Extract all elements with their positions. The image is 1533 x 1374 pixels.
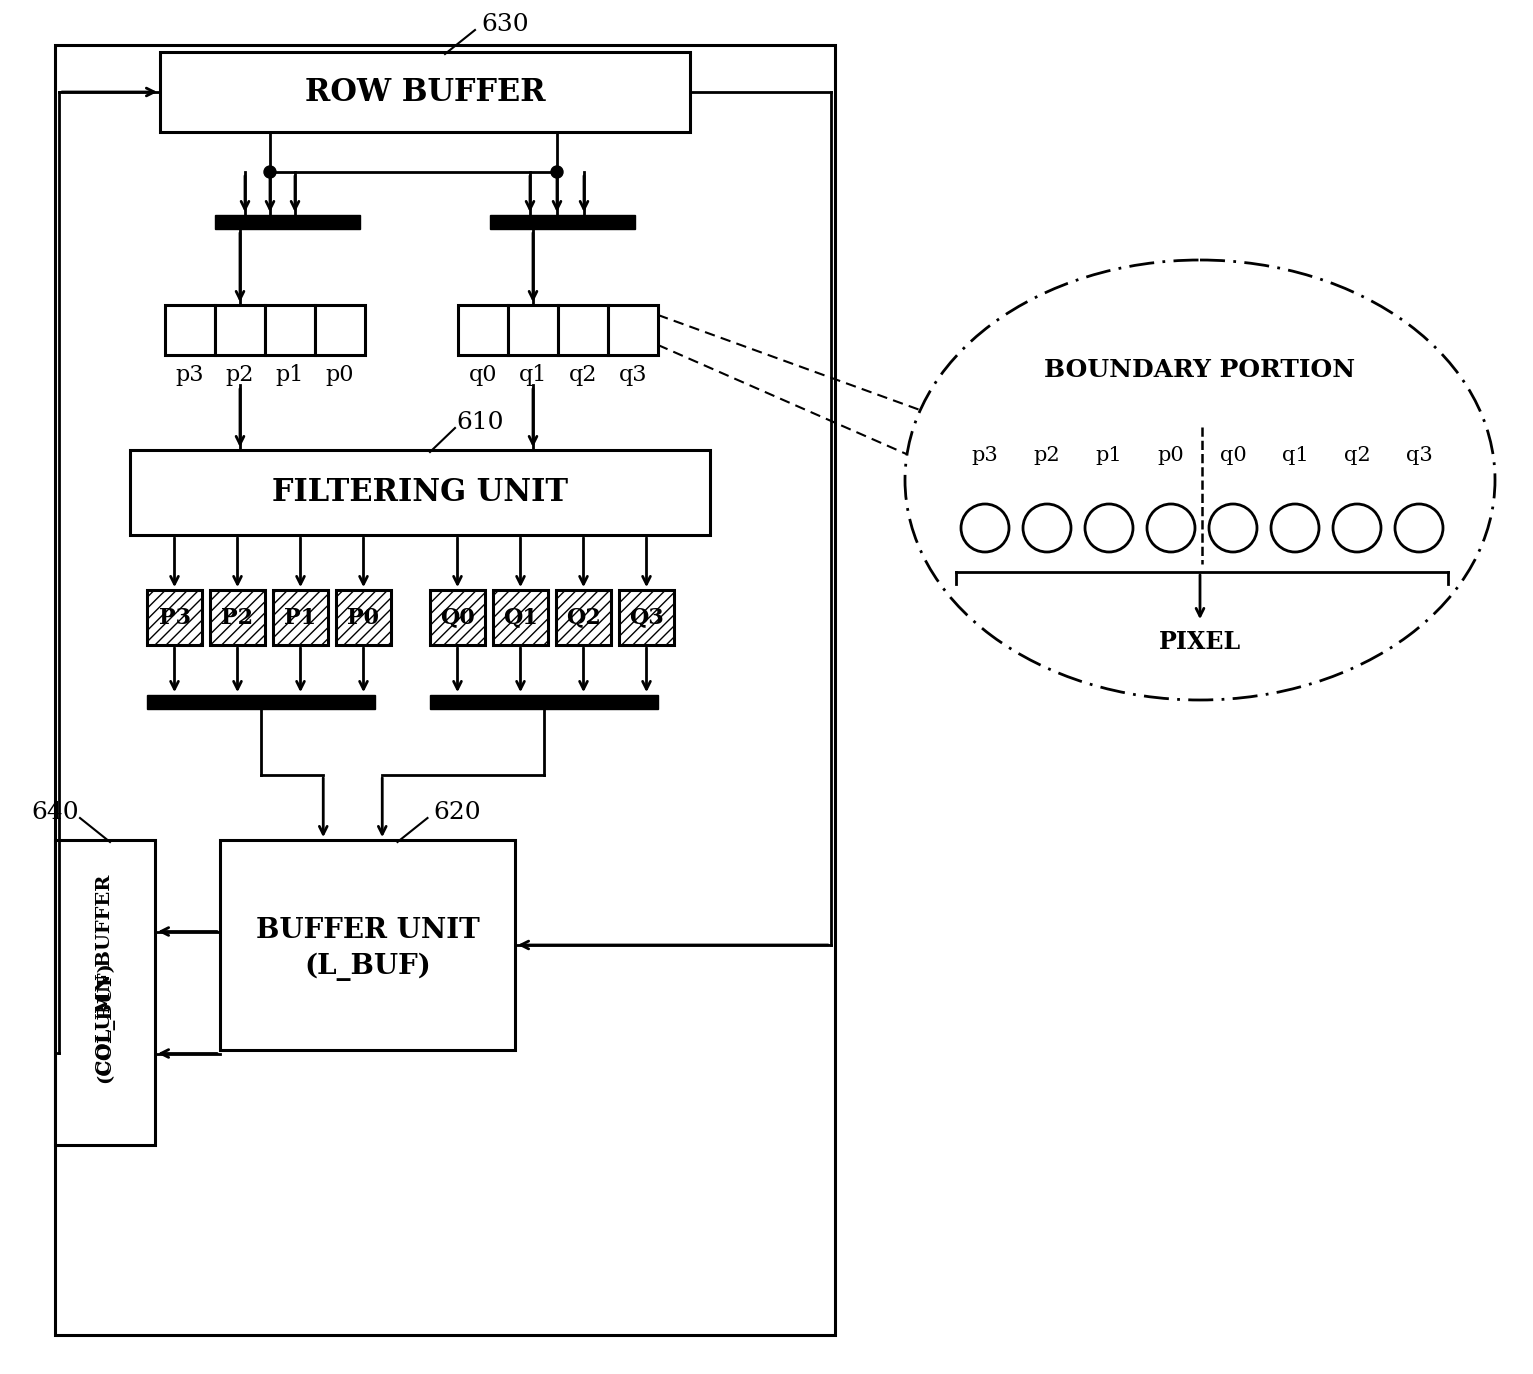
Bar bbox=[273, 589, 328, 644]
Text: q0: q0 bbox=[1220, 445, 1246, 464]
Text: PIXEL: PIXEL bbox=[1159, 631, 1242, 654]
Circle shape bbox=[550, 166, 563, 179]
Bar bbox=[609, 305, 658, 354]
Text: q3: q3 bbox=[619, 364, 647, 386]
Bar bbox=[265, 305, 314, 354]
Text: P0: P0 bbox=[348, 606, 380, 628]
Bar bbox=[556, 589, 612, 644]
Text: FILTERING UNIT: FILTERING UNIT bbox=[271, 477, 569, 508]
Bar bbox=[55, 45, 835, 1336]
Bar bbox=[429, 695, 658, 709]
Text: p0: p0 bbox=[1157, 445, 1185, 464]
Text: 630: 630 bbox=[481, 12, 529, 36]
Text: q3: q3 bbox=[1406, 445, 1432, 464]
Bar bbox=[491, 214, 635, 229]
Bar bbox=[130, 451, 710, 534]
Bar bbox=[210, 589, 265, 644]
Text: 620: 620 bbox=[434, 801, 481, 823]
Text: q1: q1 bbox=[518, 364, 547, 386]
Text: q2: q2 bbox=[1344, 445, 1371, 464]
Bar bbox=[458, 305, 507, 354]
Text: (COL_BUF): (COL_BUF) bbox=[97, 962, 113, 1083]
Bar bbox=[221, 840, 515, 1050]
Bar bbox=[429, 589, 484, 644]
Text: 610: 610 bbox=[457, 411, 504, 434]
Bar bbox=[159, 52, 690, 132]
Bar bbox=[215, 305, 265, 354]
Text: P1: P1 bbox=[285, 606, 316, 628]
Text: Q3: Q3 bbox=[629, 606, 664, 628]
Text: p0: p0 bbox=[325, 364, 354, 386]
Text: p1: p1 bbox=[1096, 445, 1122, 464]
Text: q1: q1 bbox=[1282, 445, 1308, 464]
Bar bbox=[619, 589, 675, 644]
Text: p1: p1 bbox=[276, 364, 304, 386]
Text: Q1: Q1 bbox=[503, 606, 538, 628]
Bar bbox=[314, 305, 365, 354]
Text: Q2: Q2 bbox=[566, 606, 601, 628]
Bar bbox=[215, 214, 360, 229]
Bar bbox=[336, 589, 391, 644]
Bar bbox=[558, 305, 609, 354]
Text: p2: p2 bbox=[1033, 445, 1061, 464]
Text: ROW BUFFER: ROW BUFFER bbox=[305, 77, 546, 107]
Bar bbox=[494, 589, 547, 644]
Ellipse shape bbox=[904, 260, 1495, 699]
Bar bbox=[147, 589, 202, 644]
Bar bbox=[507, 305, 558, 354]
Text: BOUNDARY PORTION: BOUNDARY PORTION bbox=[1044, 359, 1355, 382]
Text: 640: 640 bbox=[31, 801, 78, 823]
Text: q0: q0 bbox=[469, 364, 497, 386]
Text: P3: P3 bbox=[158, 606, 190, 628]
Text: P2: P2 bbox=[221, 606, 253, 628]
Text: q2: q2 bbox=[569, 364, 598, 386]
Circle shape bbox=[264, 166, 276, 179]
Text: BUFFER UNIT: BUFFER UNIT bbox=[256, 916, 480, 944]
Bar bbox=[166, 305, 215, 354]
Text: Q0: Q0 bbox=[440, 606, 475, 628]
Bar bbox=[147, 695, 376, 709]
Text: p3: p3 bbox=[176, 364, 204, 386]
Text: COLUMN BUFFER: COLUMN BUFFER bbox=[97, 874, 113, 1074]
Text: p2: p2 bbox=[225, 364, 254, 386]
Bar bbox=[55, 840, 155, 1145]
Text: (L_BUF): (L_BUF) bbox=[304, 952, 431, 981]
Text: p3: p3 bbox=[972, 445, 998, 464]
